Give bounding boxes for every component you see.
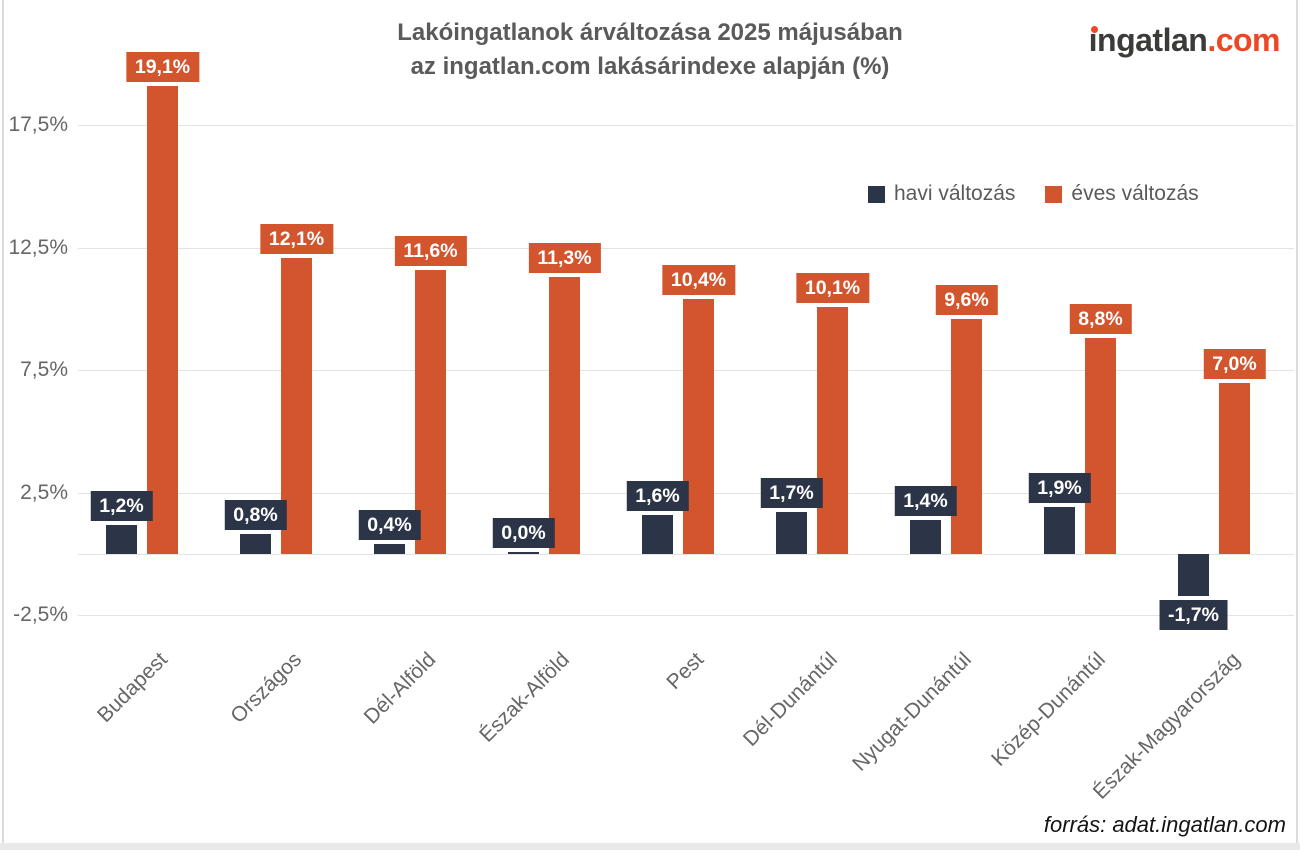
chart-title-line2: az ingatlan.com lakásárindexe alapján (%…	[410, 53, 890, 80]
gridline	[78, 125, 1294, 127]
monthly-value-label-d-l-dun-nt-l: 1,7%	[760, 478, 823, 509]
category-label-k-z-p-dun-nt-l: Közép-Dunántúl	[987, 648, 1111, 771]
logo-word: ıngatlan	[1088, 22, 1208, 58]
category-label-d-l-dun-nt-l: Dél-Dunántúl	[739, 648, 843, 751]
legend-swatch-yearly	[1045, 185, 1063, 203]
ingatlan-logo: ıngatlan.com	[1088, 22, 1281, 59]
yearly-bar-d-l-dun-nt-l	[817, 306, 848, 554]
category-label--szak-magyarorsz-g: Észak-Magyarország	[1088, 648, 1245, 804]
monthly-bar-budapest	[106, 524, 137, 554]
legend-label-monthly: havi változás	[894, 182, 1016, 205]
yearly-bar--szak-magyarorsz-g	[1219, 382, 1250, 554]
left-border	[2, 0, 4, 850]
legend-label-yearly: éves változás	[1071, 182, 1199, 205]
gridline	[78, 554, 1294, 555]
monthly-bar--szak-alf-ld	[508, 552, 539, 554]
yearly-bar-k-z-p-dun-nt-l	[1085, 338, 1116, 554]
y-axis-tick-label: 17,5%	[8, 113, 68, 137]
source-credit: forrás: adat.ingatlan.com	[1043, 812, 1286, 837]
yearly-value-label-d-l-alf-ld: 11,6%	[394, 235, 467, 266]
monthly-bar-orsz-gos	[240, 534, 271, 554]
monthly-bar-k-z-p-dun-nt-l	[1044, 507, 1075, 554]
yearly-value-label-k-z-p-dun-nt-l: 8,8%	[1069, 304, 1132, 335]
monthly-value-label--szak-magyarorsz-g: -1,7%	[1159, 599, 1228, 630]
logo-i-dot-icon	[1090, 26, 1098, 33]
logo-tld: .com	[1207, 22, 1280, 58]
monthly-value-label-pest: 1,6%	[626, 480, 689, 511]
legend-item-monthly: havi változás	[868, 182, 1015, 206]
category-label-d-l-alf-ld: Dél-Alföld	[359, 648, 441, 729]
yearly-value-label-nyugat-dun-nt-l: 9,6%	[935, 284, 998, 315]
legend: havi változás éves változás	[868, 182, 1199, 206]
y-axis-tick-label: 12,5%	[8, 235, 68, 259]
gridline	[78, 247, 1294, 249]
category-label-orsz-gos: Országos	[226, 648, 307, 728]
chart-title-line1: Lakóingatlanok árváltozása 2025 májusába…	[397, 19, 903, 46]
monthly-bar-nyugat-dun-nt-l	[910, 519, 941, 554]
monthly-bar-pest	[642, 514, 673, 554]
monthly-value-label-nyugat-dun-nt-l: 1,4%	[894, 485, 957, 516]
monthly-value-label-budapest: 1,2%	[90, 490, 153, 521]
yearly-value-label-d-l-dun-nt-l: 10,1%	[795, 272, 870, 303]
monthly-value-label-d-l-alf-ld: 0,4%	[358, 510, 421, 541]
bottom-border	[0, 843, 1300, 850]
y-axis-tick-label: -2,5%	[13, 603, 68, 627]
gridline	[78, 615, 1294, 617]
chart-title: Lakóingatlanok árváltozása 2025 májusába…	[0, 16, 1300, 84]
yearly-bar--szak-alf-ld	[549, 277, 580, 554]
yearly-bar-pest	[683, 299, 714, 554]
yearly-bar-budapest	[147, 86, 178, 554]
y-axis-tick-label: 7,5%	[20, 358, 68, 382]
y-axis-tick-label: 2,5%	[20, 480, 68, 504]
legend-item-yearly: éves változás	[1045, 182, 1199, 206]
legend-swatch-monthly	[868, 185, 885, 203]
yearly-bar-nyugat-dun-nt-l	[951, 318, 982, 554]
monthly-value-label-k-z-p-dun-nt-l: 1,9%	[1028, 473, 1091, 504]
category-label-pest: Pest	[662, 648, 709, 694]
monthly-bar-d-l-dun-nt-l	[776, 512, 807, 554]
monthly-bar--szak-magyarorsz-g	[1178, 554, 1209, 596]
yearly-value-label-orsz-gos: 12,1%	[259, 223, 334, 254]
yearly-bar-d-l-alf-ld	[415, 269, 446, 554]
right-border	[1296, 0, 1298, 850]
yearly-value-label--szak-alf-ld: 11,3%	[528, 243, 601, 274]
category-label--szak-alf-ld: Észak-Alföld	[475, 648, 575, 747]
monthly-value-label--szak-alf-ld: 0,0%	[492, 518, 555, 548]
yearly-value-label--szak-magyarorsz-g: 7,0%	[1203, 348, 1266, 379]
category-label-nyugat-dun-nt-l: Nyugat-Dunántúl	[848, 648, 977, 776]
monthly-bar-d-l-alf-ld	[374, 544, 405, 554]
yearly-value-label-pest: 10,4%	[661, 265, 736, 296]
yearly-value-label-budapest: 19,1%	[125, 52, 200, 83]
category-label-budapest: Budapest	[93, 648, 173, 728]
monthly-value-label-orsz-gos: 0,8%	[224, 500, 287, 531]
